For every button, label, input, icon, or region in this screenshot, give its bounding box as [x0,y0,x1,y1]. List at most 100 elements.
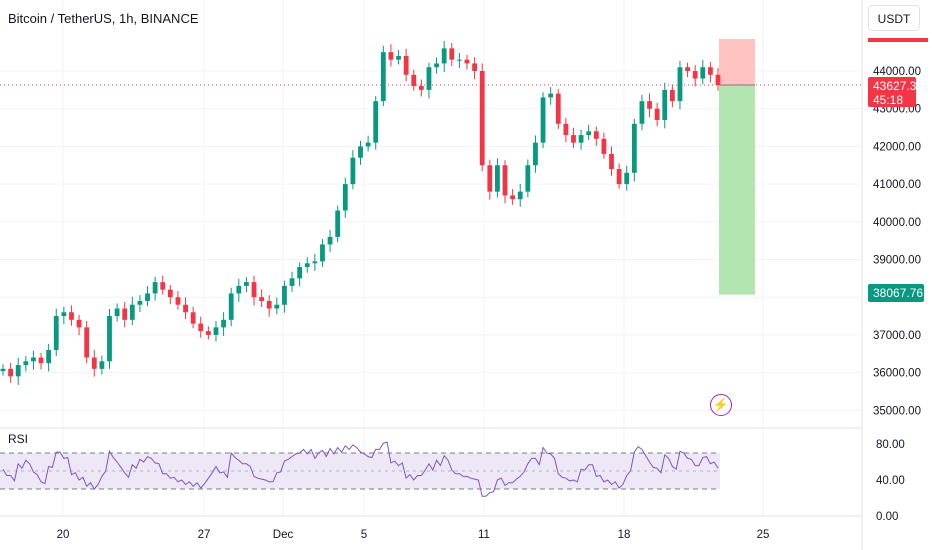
candle-body [609,153,614,170]
candle-body [61,312,67,317]
price-tick-label: 36000.00 [873,368,921,380]
grid-lines [0,0,863,550]
candle-body [236,285,242,294]
time-axis[interactable]: 20 27 Dec 5 11 18 25 [57,529,770,541]
candle-body [510,195,516,200]
candle-body [525,165,531,192]
candlestick-series [0,40,721,385]
lightning-icon[interactable]: ⚡ [710,394,732,416]
candle-body [578,135,584,143]
candle-body [221,319,226,328]
candle-body [350,157,356,185]
candle-body [122,308,128,320]
candle-body [312,261,318,264]
candle-body [365,142,371,147]
candle-body [297,267,303,279]
currency-button[interactable]: USDT [868,5,920,31]
time-tick-label: 11 [478,529,490,541]
candle-body [198,323,204,332]
candle-body [586,131,592,136]
price-tick-label: 39000.00 [873,255,921,267]
candle-body [540,97,546,143]
candle-body [403,55,409,75]
alert-marker [868,38,928,42]
candle-body [8,368,14,377]
candle-body [251,282,257,298]
candle-body [669,89,675,102]
candle-body [46,349,52,364]
candle-body [692,71,698,79]
candle-body [449,48,455,60]
candle-body [84,327,90,358]
candle-body [571,135,576,143]
rsi-axis: 80.00 40.00 0.00 [876,439,905,523]
short-position-tool[interactable] [719,38,755,295]
candle-body [76,319,82,328]
candle-body [53,316,59,350]
candle-body [517,191,523,200]
candle-body [677,67,683,102]
candle-body [274,304,280,309]
candle-body [129,304,135,320]
candle-body [380,52,386,102]
rsi-line [2,441,719,497]
candle-body [327,236,333,245]
candle-body [183,304,188,313]
candle-body [190,312,196,324]
candle-body [0,368,6,372]
rsi-tick-label: 80.00 [876,439,905,451]
price-tick-label: 44000.00 [873,66,921,78]
candle-body [563,123,569,136]
candle-body [107,316,112,362]
candle-body [502,165,508,196]
candle-body [487,165,493,192]
price-tick-label: 35000.00 [873,405,921,417]
last-price-label: 43627.39 45:18 [868,77,924,107]
price-axis[interactable]: 44000.0043000.0042000.0041000.0040000.00… [873,66,921,417]
candle-body [601,138,607,154]
candle-body [91,357,97,369]
candle-body [631,123,637,173]
candle-body [289,278,295,286]
candle-body [479,71,485,166]
rsi-pane [0,441,720,497]
candle-body [358,146,363,158]
candle-body [685,67,690,71]
candle-body [647,101,652,109]
candle-body [15,365,21,377]
target-price-label: 38067.76 [868,284,924,302]
rsi-tick-label: 0.00 [876,511,898,523]
candle-body [707,67,713,75]
candle-body [167,289,173,298]
last-price-value: 43627.39 [873,79,924,93]
candle-body [418,86,424,90]
candle-body [639,101,645,124]
candle-body [700,67,706,79]
price-tick-label: 37000.00 [873,330,921,342]
price-tick-label: 40000.00 [873,217,921,229]
candle-body [114,308,120,317]
rsi-indicator-label[interactable]: RSI [8,432,29,446]
candle-body [434,63,439,68]
time-tick-label: 25 [757,529,770,541]
time-tick-label: 18 [618,529,631,541]
candle-body [335,210,341,237]
time-tick-label: 20 [57,529,70,541]
candle-body [624,172,630,185]
candle-body [99,361,105,369]
candle-body [396,55,401,60]
candle-body [548,93,554,98]
candle-body [555,93,561,124]
candle-body [426,67,432,90]
candle-body [464,59,470,64]
candle-body [373,101,379,143]
candle-body [23,361,29,366]
candle-body [472,63,477,71]
candle-body [266,300,272,309]
candle-body [259,297,265,301]
chart-title: Bitcoin / TetherUS, 1h, BINANCE [8,11,199,26]
time-tick-label: Dec [273,529,294,541]
candle-body [662,89,668,121]
candle-body [175,297,181,305]
